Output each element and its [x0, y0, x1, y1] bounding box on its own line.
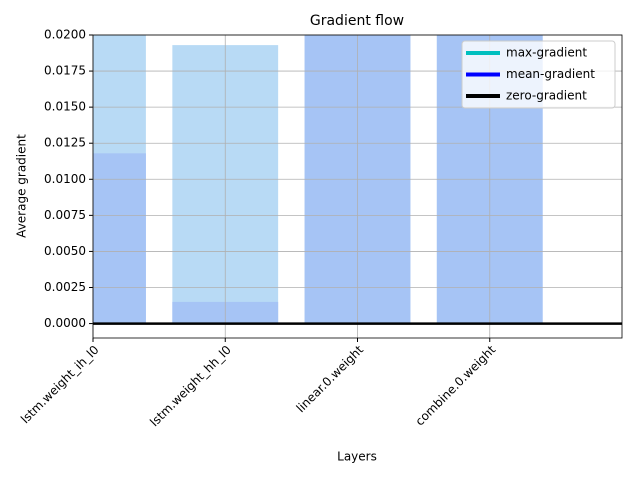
y-tick-label: 0.0150 [44, 100, 86, 114]
x-tick-label: lstm.weight_hh_l0 [147, 343, 234, 430]
y-axis-label: Average gradient [15, 134, 29, 238]
x-tick-label: combine.0.weight [413, 342, 499, 428]
y-tick-label: 0.0175 [44, 64, 86, 78]
legend-label: zero-gradient [506, 89, 587, 103]
legend-label: mean-gradient [506, 67, 595, 81]
y-tick-label: 0.0000 [44, 316, 86, 330]
x-tick-label: lstm.weight_ih_l0 [18, 343, 102, 427]
y-tick-label: 0.0075 [44, 208, 86, 222]
y-tick-label: 0.0100 [44, 172, 86, 186]
y-tick-label: 0.0125 [44, 136, 86, 150]
axes-frame [92, 34, 623, 339]
y-tick-label: 0.0025 [44, 280, 86, 294]
bar [93, 153, 146, 324]
x-tick-label: linear.0.weight [294, 342, 367, 415]
legend [461, 40, 616, 109]
y-tick-label: 0.0050 [44, 244, 86, 258]
legend-label: max-gradient [506, 46, 587, 60]
x-axis-label: Layers [337, 450, 377, 464]
chart-title: Gradient flow [310, 13, 404, 29]
y-tick-label: 0.0200 [44, 28, 86, 42]
